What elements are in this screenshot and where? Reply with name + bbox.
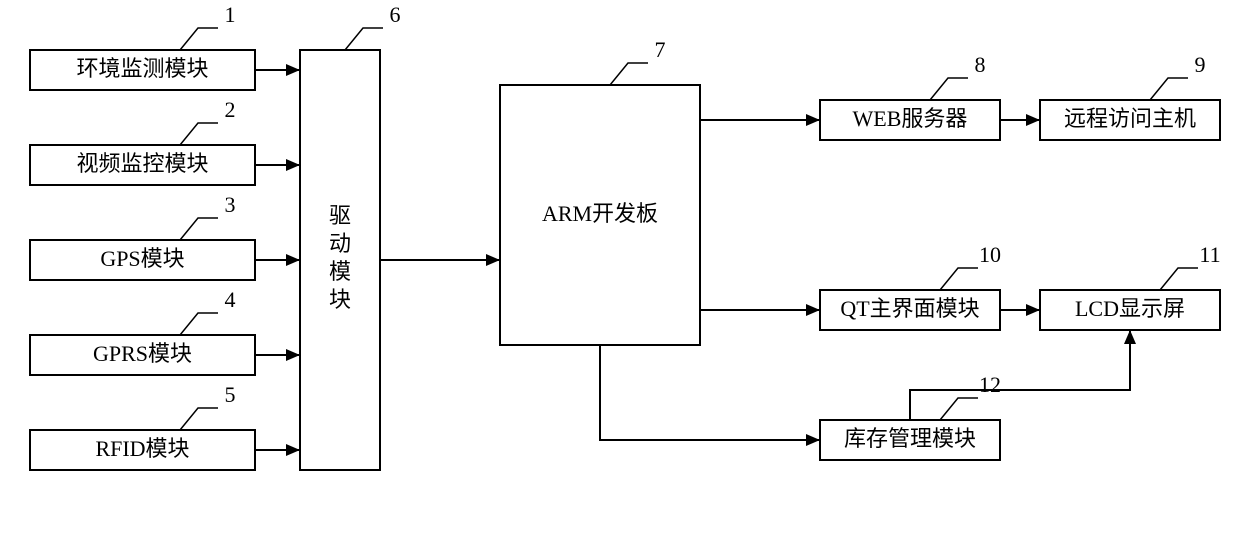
node-label-n6: 模 — [329, 259, 351, 284]
callout-n10 — [940, 268, 978, 290]
node-label-n1: 环境监测模块 — [76, 56, 208, 81]
node-label-n10: QT主界面模块 — [840, 296, 979, 321]
node-label-n12: 库存管理模块 — [844, 426, 976, 451]
arrowhead — [486, 254, 500, 266]
arrowhead — [286, 444, 300, 456]
node-label-n5: RFID模块 — [95, 436, 189, 461]
node-number-n12: 12 — [979, 372, 1001, 397]
node-label-n11: LCD显示屏 — [1075, 296, 1185, 321]
node-label-n4: GPRS模块 — [93, 341, 192, 366]
arrowhead — [286, 254, 300, 266]
node-label-n9: 远程访问主机 — [1064, 106, 1196, 131]
arrowhead — [1026, 114, 1040, 126]
arrowhead — [806, 114, 820, 126]
callout-n4 — [180, 313, 218, 335]
node-label-n6: 驱 — [329, 203, 351, 228]
node-number-n10: 10 — [979, 242, 1001, 267]
arrowhead — [806, 434, 820, 446]
arrowhead — [286, 159, 300, 171]
callout-n1 — [180, 28, 218, 50]
node-number-n11: 11 — [1199, 242, 1220, 267]
callout-n8 — [930, 78, 968, 100]
node-number-n6: 6 — [390, 2, 401, 27]
callout-n11 — [1160, 268, 1198, 290]
node-label-n8: WEB服务器 — [853, 106, 968, 131]
node-label-n7: ARM开发板 — [542, 201, 658, 226]
edge-10 — [600, 345, 820, 440]
callout-n2 — [180, 123, 218, 145]
node-number-n4: 4 — [225, 287, 236, 312]
edge-11 — [910, 330, 1130, 420]
node-label-n2: 视频监控模块 — [76, 151, 208, 176]
node-number-n1: 1 — [225, 2, 236, 27]
block-diagram: 环境监测模块视频监控模块 GPS模块 GPRS模块 RFID模块 驱动模块 ARM开发板 W… — [0, 0, 1240, 547]
arrowhead — [806, 304, 820, 316]
arrowhead — [286, 64, 300, 76]
callout-n12 — [940, 398, 978, 420]
callout-n3 — [180, 218, 218, 240]
callout-n5 — [180, 408, 218, 430]
node-number-n2: 2 — [225, 97, 236, 122]
callout-n6 — [345, 28, 383, 50]
node-number-n8: 8 — [975, 52, 986, 77]
callout-n7 — [610, 63, 648, 85]
callout-n9 — [1150, 78, 1188, 100]
node-label-n6: 块 — [329, 287, 351, 312]
arrowhead — [1124, 330, 1136, 344]
node-label-n3: GPS模块 — [100, 246, 184, 271]
arrowhead — [1026, 304, 1040, 316]
arrowhead — [286, 349, 300, 361]
node-number-n7: 7 — [655, 37, 666, 62]
node-label-n6: 动 — [329, 231, 351, 256]
node-number-n9: 9 — [1195, 52, 1206, 77]
node-number-n3: 3 — [225, 192, 236, 217]
node-number-n5: 5 — [225, 382, 236, 407]
